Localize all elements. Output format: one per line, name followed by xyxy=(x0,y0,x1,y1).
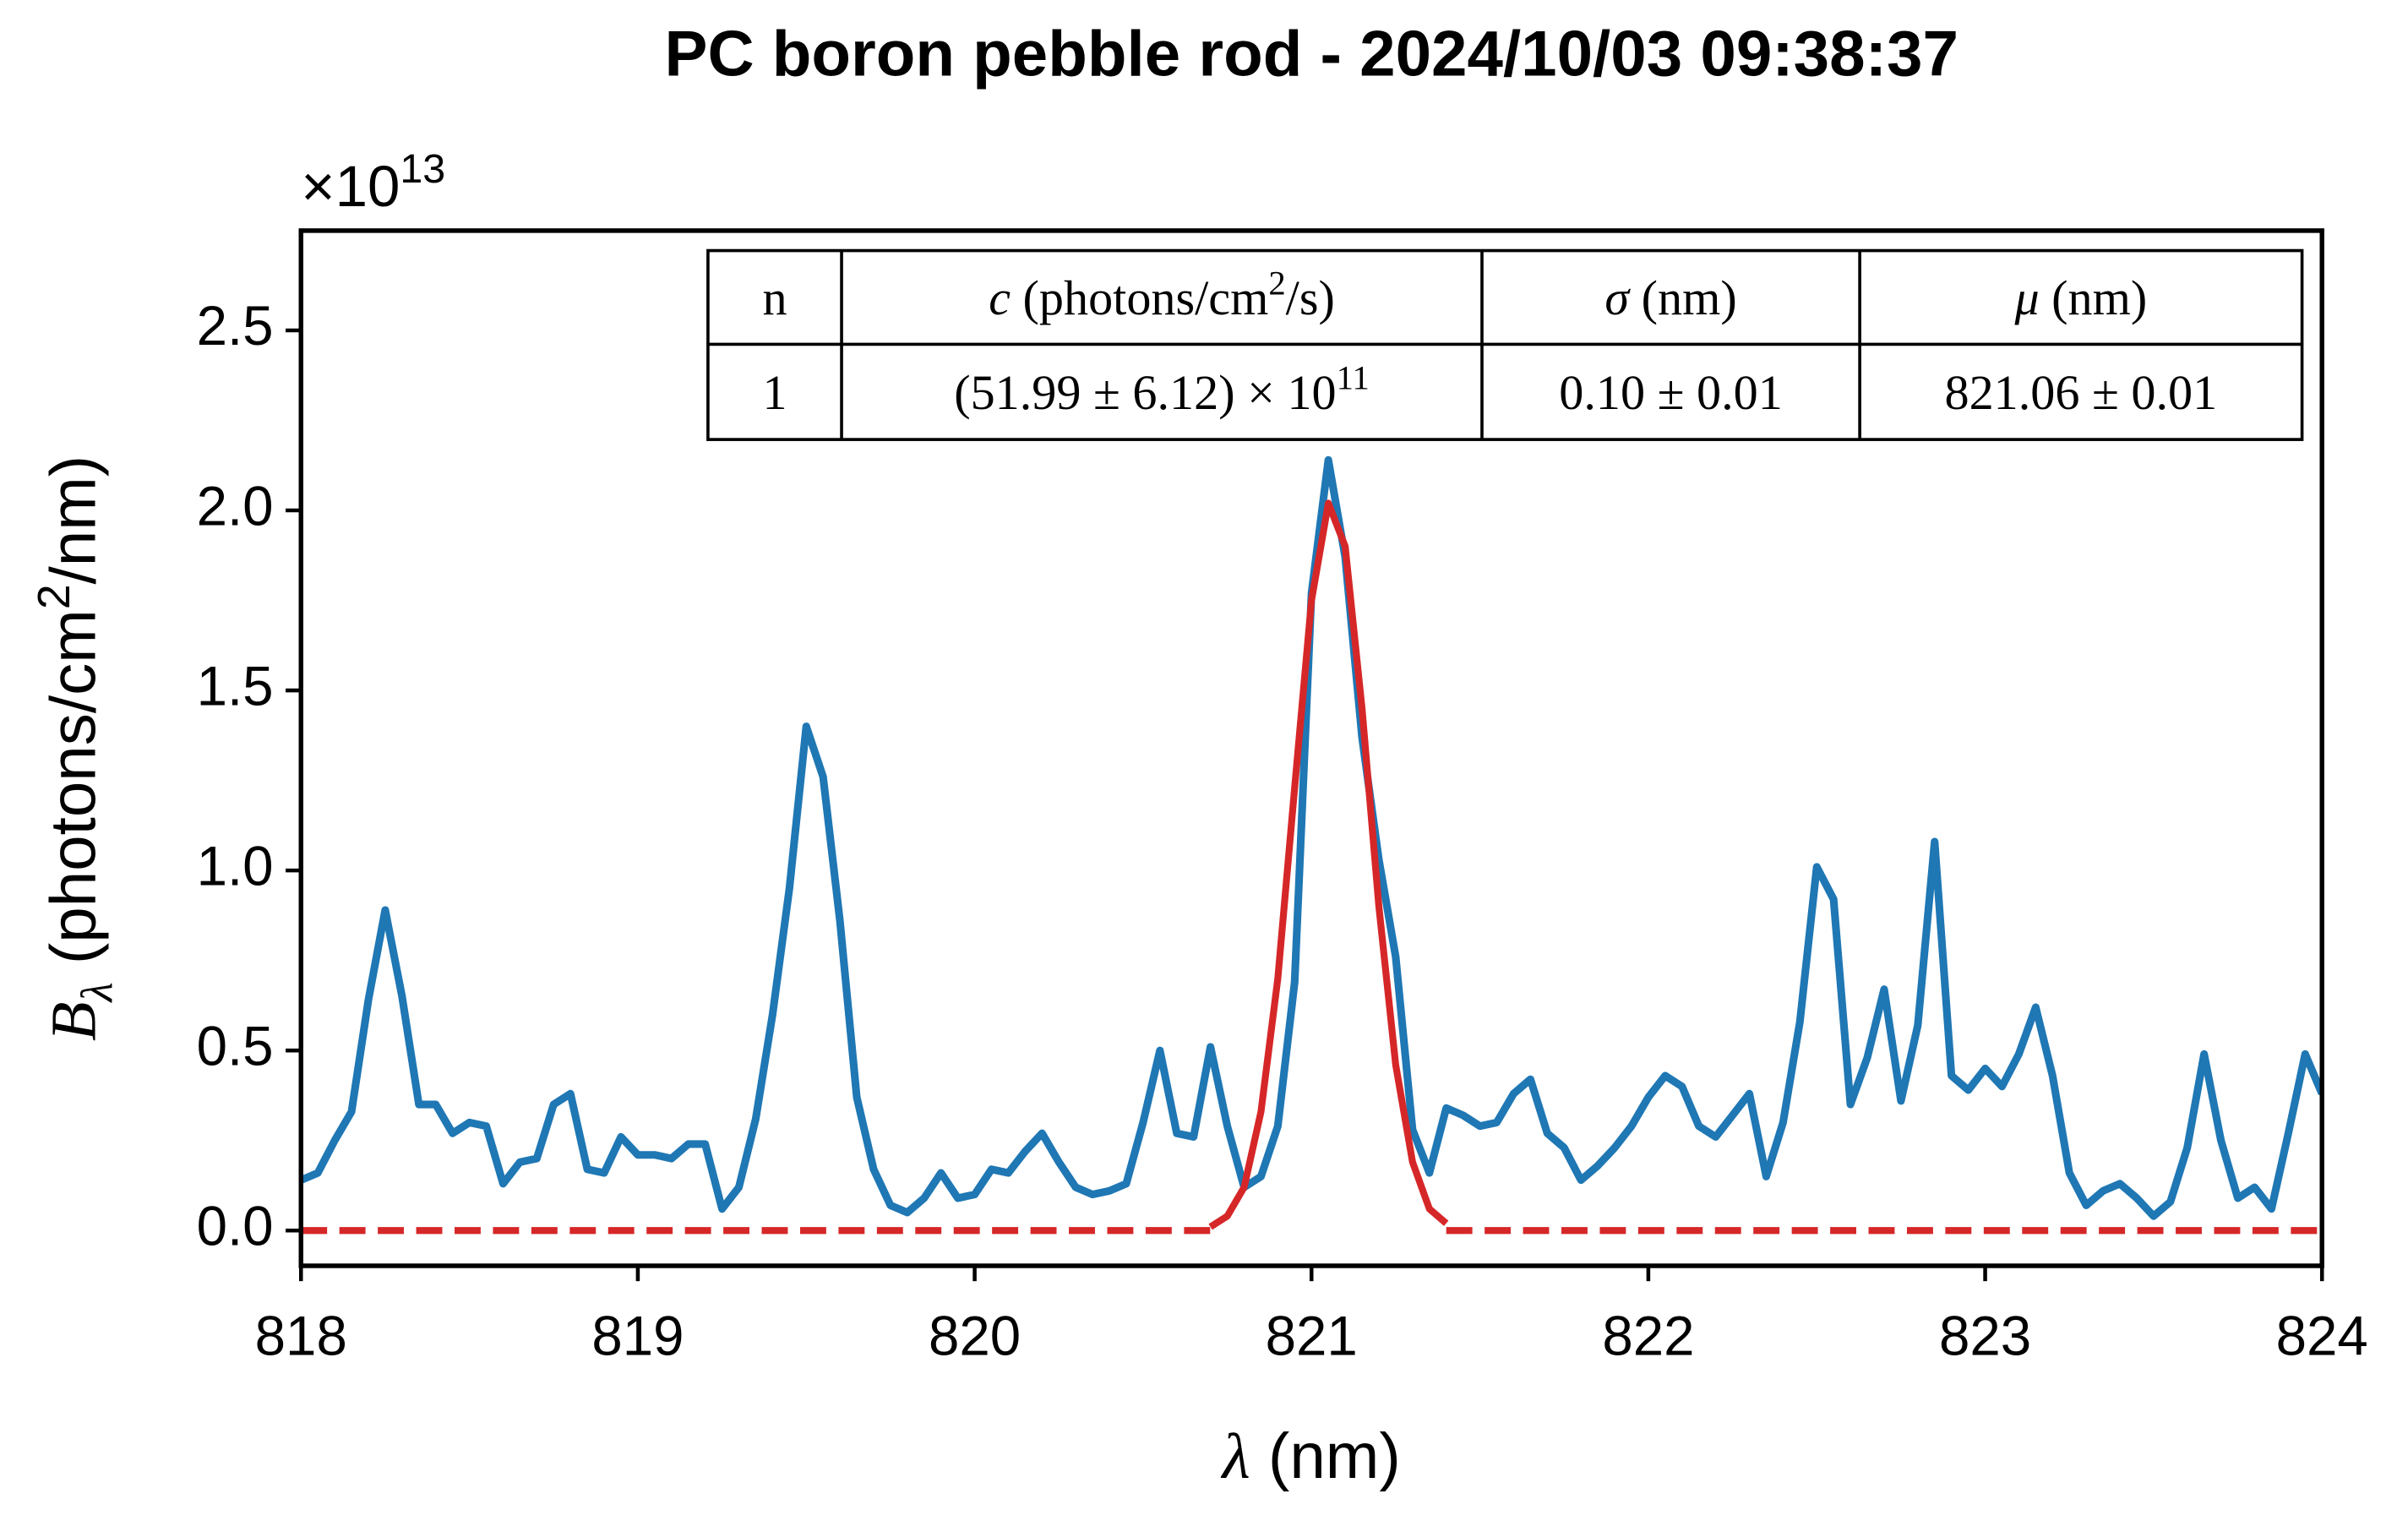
x-tick-label: 819 xyxy=(591,1305,684,1366)
text-segment: 2 xyxy=(1268,264,1285,303)
x-tick-label: 823 xyxy=(1939,1305,2031,1366)
table-cell: σ (nm) xyxy=(1604,270,1736,325)
text-segment: 13 xyxy=(400,146,445,192)
x-tick-label: 822 xyxy=(1602,1305,1694,1366)
y-tick-label: 1.5 xyxy=(197,655,274,717)
text-segment: σ xyxy=(1604,270,1631,325)
text-segment: ×10 xyxy=(301,153,400,219)
text-segment: c xyxy=(989,270,1011,325)
axes-frame xyxy=(298,228,2324,1268)
text-segment: (nm) xyxy=(1629,270,1737,325)
text-segment: (nm) xyxy=(2040,270,2148,325)
text-segment: 821.06 ± 0.01 xyxy=(1944,365,2217,420)
text-segment: (photons/cm xyxy=(38,609,110,982)
table-cell: n xyxy=(762,270,787,325)
text-segment: (photons/cm xyxy=(1011,270,1268,325)
x-tick-label: 824 xyxy=(2276,1305,2368,1366)
text-segment: μ xyxy=(2013,270,2039,325)
chart-title: PC boron pebble rod - 2024/10/03 09:38:3… xyxy=(665,19,1959,90)
text-segment: λ xyxy=(1221,1420,1250,1492)
x-axis-label: λ (nm) xyxy=(1221,1420,1401,1492)
text-segment: (51.99 ± 6.12) × 10 xyxy=(954,365,1336,420)
table-cell: μ (nm) xyxy=(2013,270,2147,325)
text-segment: 2 xyxy=(30,584,79,609)
text-segment: 11 xyxy=(1337,359,1370,397)
x-tick-label: 818 xyxy=(255,1305,347,1366)
y-tick-label: 2.5 xyxy=(197,295,274,357)
text-segment: 0.10 ± 0.01 xyxy=(1559,365,1783,420)
data-line xyxy=(301,455,2323,1220)
text-segment: n xyxy=(762,270,787,325)
offset-label: ×1013 xyxy=(301,146,445,219)
text-segment: 1 xyxy=(762,365,787,420)
x-tick-label: 820 xyxy=(929,1305,1021,1366)
text-segment: /s) xyxy=(1286,270,1335,325)
y-tick-label: 2.0 xyxy=(197,475,274,537)
table-cell: (51.99 ± 6.12) × 1011 xyxy=(954,359,1370,420)
text-segment: λ xyxy=(71,982,122,1003)
y-tick-label: 0.0 xyxy=(197,1196,274,1257)
x-tick-label: 821 xyxy=(1266,1305,1358,1366)
y-tick-label: 0.5 xyxy=(197,1015,274,1077)
table-cell: 821.06 ± 0.01 xyxy=(1944,365,2217,420)
y-tick-label: 1.0 xyxy=(197,835,274,897)
text-segment: (nm) xyxy=(1250,1420,1401,1492)
y-axis-label: Bλ (photons/cm2/nm) xyxy=(30,455,122,1041)
table-cell: 0.10 ± 0.01 xyxy=(1559,365,1783,420)
data-line xyxy=(1208,499,1449,1230)
text-segment: B xyxy=(38,1002,110,1042)
text-segment: /nm) xyxy=(38,455,110,585)
table-cell: c (photons/cm2/s) xyxy=(989,264,1335,325)
table-cell: 1 xyxy=(762,365,787,420)
